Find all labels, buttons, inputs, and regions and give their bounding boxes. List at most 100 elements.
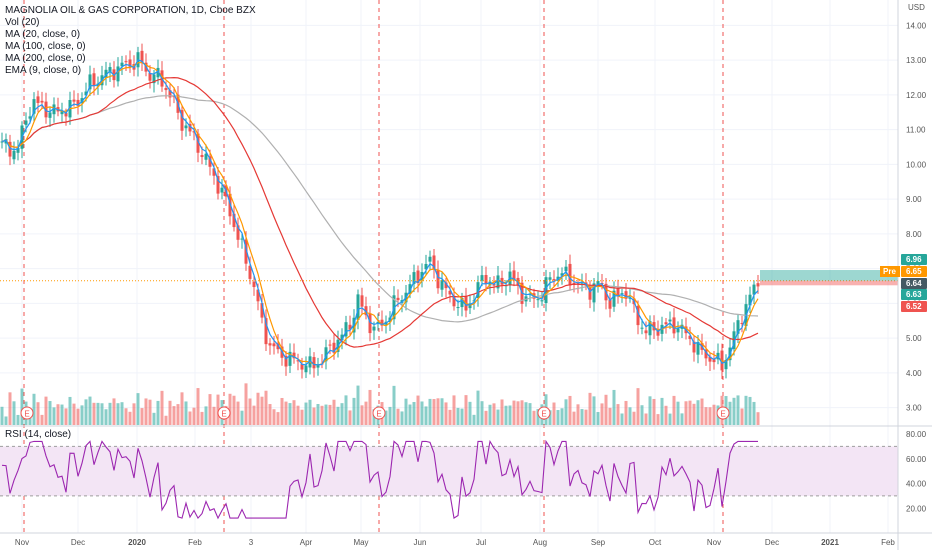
- volume-bar: [132, 403, 136, 425]
- candle-body: [676, 328, 680, 333]
- volume-bar: [740, 408, 744, 425]
- candle-body: [428, 256, 432, 262]
- volume-bar: [516, 401, 520, 425]
- candle-body: [416, 270, 420, 284]
- volume-bar: [748, 396, 752, 425]
- earnings-marker: [372, 406, 386, 420]
- candle-body: [548, 277, 552, 280]
- volume-bar: [40, 414, 44, 425]
- volume-bar: [432, 399, 436, 425]
- candle-body: [588, 287, 592, 300]
- volume-bar: [736, 395, 740, 425]
- candle-body: [756, 283, 760, 287]
- volume-bar: [572, 411, 576, 425]
- currency-label: USD: [908, 3, 925, 12]
- volume-bar: [624, 400, 628, 425]
- volume-bar: [460, 408, 464, 425]
- volume-bar: [588, 392, 592, 425]
- volume-bar: [204, 406, 208, 425]
- time-tick-label: Feb: [188, 538, 202, 547]
- volume-bar: [36, 402, 40, 425]
- volume-bar: [92, 402, 96, 425]
- time-tick-label: 3: [249, 538, 254, 547]
- volume-bar: [4, 416, 8, 425]
- volume-bar: [296, 405, 300, 425]
- volume-bar: [440, 398, 444, 425]
- volume-bar: [16, 414, 20, 425]
- tag-pre-bg: [901, 266, 927, 277]
- candle-body: [484, 275, 488, 285]
- time-tick-label: Dec: [765, 538, 779, 547]
- candle-body: [664, 322, 668, 325]
- candle-body: [748, 294, 752, 306]
- rsi-tick-label: 80.00: [906, 430, 927, 439]
- volume-bar: [164, 415, 168, 425]
- volume-bar: [628, 407, 632, 425]
- volume-bar: [488, 404, 492, 425]
- volume-bar: [228, 393, 232, 425]
- candle-body: [252, 281, 256, 288]
- candle-body: [8, 141, 12, 157]
- candle-body: [620, 293, 624, 295]
- volume-bar: [236, 401, 240, 425]
- volume-bar: [664, 405, 668, 425]
- volume-bar: [256, 392, 260, 425]
- price-tick-label: 8.00: [906, 230, 922, 239]
- candle-body: [192, 131, 196, 133]
- volume-bar: [512, 400, 516, 425]
- volume-bar: [108, 402, 112, 425]
- volume-bar: [260, 396, 264, 425]
- earnings-marker-label: E: [720, 410, 725, 419]
- candle-body: [644, 330, 648, 334]
- candle-body: [16, 147, 20, 153]
- volume-bar: [336, 406, 340, 425]
- earnings-marker-label: E: [221, 410, 226, 419]
- rsi-tick-label: 20.00: [906, 504, 927, 513]
- volume-bar: [472, 414, 476, 425]
- volume-bar: [448, 409, 452, 425]
- volume-bar: [704, 407, 708, 425]
- volume-bar: [184, 401, 188, 425]
- volume-bar: [188, 411, 192, 425]
- candle-body: [536, 299, 540, 301]
- candle-body: [348, 324, 352, 330]
- volume-bar: [384, 410, 388, 425]
- candle-body: [456, 307, 460, 309]
- volume-bar: [600, 403, 604, 425]
- volume-bar: [408, 404, 412, 425]
- candle-body: [740, 322, 744, 324]
- candle-body: [216, 176, 220, 194]
- candle-body: [408, 284, 412, 294]
- candle-body: [448, 290, 452, 295]
- candle-body: [116, 66, 120, 82]
- volume-bar: [20, 388, 24, 425]
- candle-body: [196, 133, 200, 153]
- ma200-line: [1, 95, 759, 323]
- candle-body: [268, 343, 272, 346]
- candle-body: [540, 300, 544, 302]
- time-tick-label: Jul: [476, 538, 486, 547]
- time-tick-label: Dec: [71, 538, 85, 547]
- candle-body: [204, 153, 208, 160]
- volume-bar: [84, 399, 88, 425]
- candle-body: [240, 238, 244, 240]
- volume-bar: [480, 401, 484, 425]
- candle-body: [668, 319, 672, 322]
- volume-bar: [156, 400, 160, 425]
- volume-bar: [636, 388, 640, 425]
- candle-body: [44, 101, 48, 118]
- volume-bar: [412, 401, 416, 425]
- candle-body: [128, 59, 132, 67]
- legend-ema9: EMA (9, close, 0): [5, 65, 81, 76]
- candle-body: [412, 272, 416, 284]
- ma100-line: [1, 76, 759, 348]
- volume-bar: [404, 398, 408, 425]
- ema9-line: [1, 59, 759, 366]
- price-tags: 6.96 6.65 6.64 6.63 6.52 Pre: [880, 254, 927, 312]
- volume-bar: [652, 398, 656, 425]
- candle-body: [84, 91, 88, 96]
- volume-bar: [436, 398, 440, 425]
- rsi-band: [0, 446, 898, 496]
- earnings-marker-label: E: [24, 410, 29, 419]
- candle-body: [476, 282, 480, 298]
